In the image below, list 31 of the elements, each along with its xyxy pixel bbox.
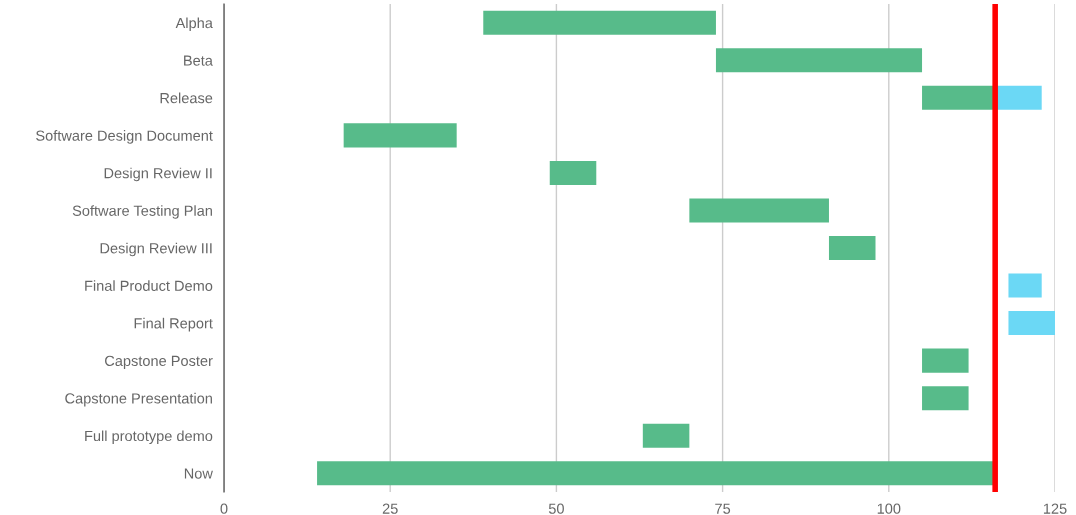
bar: [1008, 311, 1055, 336]
bar: [715, 48, 923, 73]
y-tick-label: Now: [184, 468, 213, 479]
y-tick-label: Final Product Demo: [85, 280, 213, 291]
bar: [689, 198, 829, 223]
bar: [642, 423, 690, 448]
x-tick-label: 50: [548, 503, 564, 514]
y-tick-label: Beta: [184, 55, 213, 66]
y-tick-label: Alpha: [175, 17, 213, 32]
bar: [922, 386, 969, 411]
bar: [828, 235, 876, 261]
y-tick-label: Capstone Poster: [105, 355, 213, 369]
y-tick-label: Design Review III: [100, 242, 212, 257]
bar: [1008, 273, 1042, 298]
y-tick-label: Software Testing Plan: [72, 205, 212, 219]
bar: [995, 85, 1042, 110]
y-tick-label: Full prototype demo: [85, 430, 213, 444]
y-tick-label: Release: [160, 92, 213, 104]
bar: [922, 348, 969, 373]
x-tick-label: 75: [715, 503, 731, 514]
x-tick-label: 0: [220, 503, 228, 514]
x-tick-label: 125: [1043, 503, 1067, 514]
x-tick-label: 25: [382, 503, 398, 514]
y-tick-label: Design Review II: [104, 167, 212, 182]
x-tick-label: 100: [877, 503, 901, 514]
y-tick-label: Final Report: [134, 317, 213, 332]
bar: [343, 123, 457, 148]
y-tick-label: Capstone Presentation: [65, 392, 212, 407]
bar: [549, 160, 597, 185]
bar: [483, 10, 716, 35]
y-tick-label: Software Design Document: [36, 130, 213, 144]
